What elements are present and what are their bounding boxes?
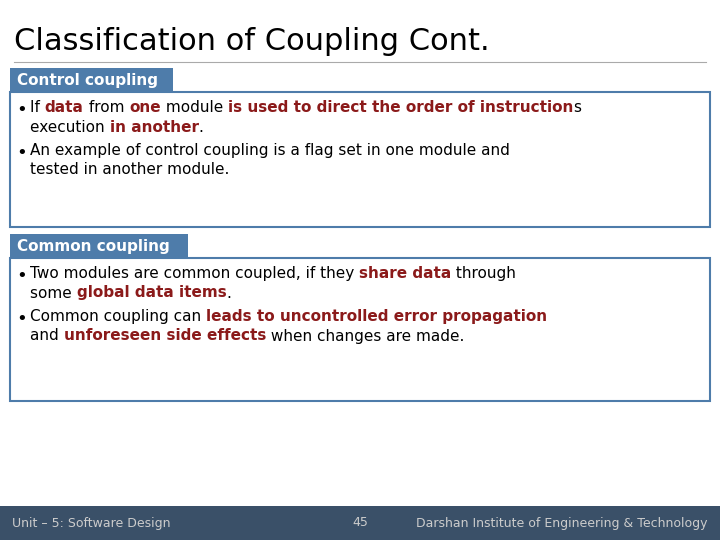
Text: An example of control coupling is a flag set in one module and: An example of control coupling is a flag… bbox=[30, 143, 510, 158]
Text: •: • bbox=[16, 144, 27, 162]
Text: execution: execution bbox=[30, 119, 109, 134]
Text: Classification of Coupling Cont.: Classification of Coupling Cont. bbox=[14, 28, 490, 57]
Text: some: some bbox=[30, 286, 76, 300]
Text: 45: 45 bbox=[352, 516, 368, 530]
Text: •: • bbox=[16, 267, 27, 285]
Text: .: . bbox=[226, 286, 231, 300]
Text: share data: share data bbox=[359, 266, 451, 281]
Text: data: data bbox=[45, 100, 84, 115]
Text: Common coupling: Common coupling bbox=[17, 239, 170, 253]
Text: one: one bbox=[129, 100, 161, 115]
FancyBboxPatch shape bbox=[10, 92, 710, 227]
FancyBboxPatch shape bbox=[10, 68, 173, 92]
Text: is used to direct the order of instruction: is used to direct the order of instructi… bbox=[228, 100, 573, 115]
Text: Common coupling can: Common coupling can bbox=[30, 309, 206, 324]
Text: when changes are made.: when changes are made. bbox=[266, 328, 464, 343]
Text: .: . bbox=[199, 119, 203, 134]
Text: Control coupling: Control coupling bbox=[17, 72, 158, 87]
Text: from: from bbox=[84, 100, 129, 115]
Text: unforeseen side effects: unforeseen side effects bbox=[63, 328, 266, 343]
Text: in another: in another bbox=[109, 119, 199, 134]
Text: If: If bbox=[30, 100, 45, 115]
FancyBboxPatch shape bbox=[10, 258, 710, 401]
Text: •: • bbox=[16, 101, 27, 119]
Text: s: s bbox=[573, 100, 581, 115]
Text: tested in another module.: tested in another module. bbox=[30, 163, 230, 178]
Text: •: • bbox=[16, 310, 27, 328]
Text: through: through bbox=[451, 266, 516, 281]
Text: module: module bbox=[161, 100, 228, 115]
FancyBboxPatch shape bbox=[10, 234, 188, 258]
Text: Unit – 5: Software Design: Unit – 5: Software Design bbox=[12, 516, 171, 530]
Text: Two modules are common coupled, if they: Two modules are common coupled, if they bbox=[30, 266, 359, 281]
Text: and: and bbox=[30, 328, 63, 343]
Text: leads to uncontrolled error propagation: leads to uncontrolled error propagation bbox=[206, 309, 547, 324]
Text: Darshan Institute of Engineering & Technology: Darshan Institute of Engineering & Techn… bbox=[416, 516, 708, 530]
Text: global data items: global data items bbox=[76, 286, 226, 300]
FancyBboxPatch shape bbox=[0, 506, 720, 540]
